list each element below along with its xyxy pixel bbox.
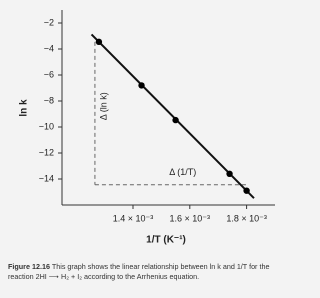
y-tick-label: −6: [44, 69, 54, 79]
chart: ln k 1/T (K⁻¹) −2 −4 −6 −8 −10 −12 −14 1.4 × 10…: [19, 10, 275, 246]
point: [172, 116, 179, 124]
point: [138, 82, 145, 89]
x-tick-label: 1.6 × 10⁻³: [170, 213, 211, 223]
caption: Figure 12.16 This graph shows the linear…: [8, 262, 292, 282]
y-tick-label: −10: [39, 121, 54, 131]
caption-text: This graph shows the linear relationship…: [8, 262, 270, 281]
point: [226, 170, 233, 177]
annotation: Δ (1/T): [169, 167, 196, 177]
y-tick-label: −8: [44, 95, 54, 105]
figure: ln k 1/T (K⁻¹) −2 −4 −6 −8 −10 −12 −14 1.4 × 10…: [8, 10, 292, 282]
y-tick-label: −14: [39, 173, 54, 183]
x-tick-label: 1.8 × 10⁻³: [226, 213, 267, 223]
point: [95, 38, 103, 46]
annotation: Δ (ln k): [98, 92, 108, 120]
point: [243, 187, 250, 194]
y-tick-label: −4: [44, 43, 54, 53]
x-tick-label: 1.4 × 10⁻³: [113, 213, 154, 223]
y-tick-label: −2: [44, 17, 54, 27]
x-axis-label: 1/T (K⁻¹): [146, 235, 186, 246]
y-tick-label: −12: [39, 147, 54, 157]
y-axis-label: ln k: [19, 99, 30, 117]
fit-line: [90, 33, 255, 199]
caption-label: Figure 12.16: [8, 262, 50, 271]
